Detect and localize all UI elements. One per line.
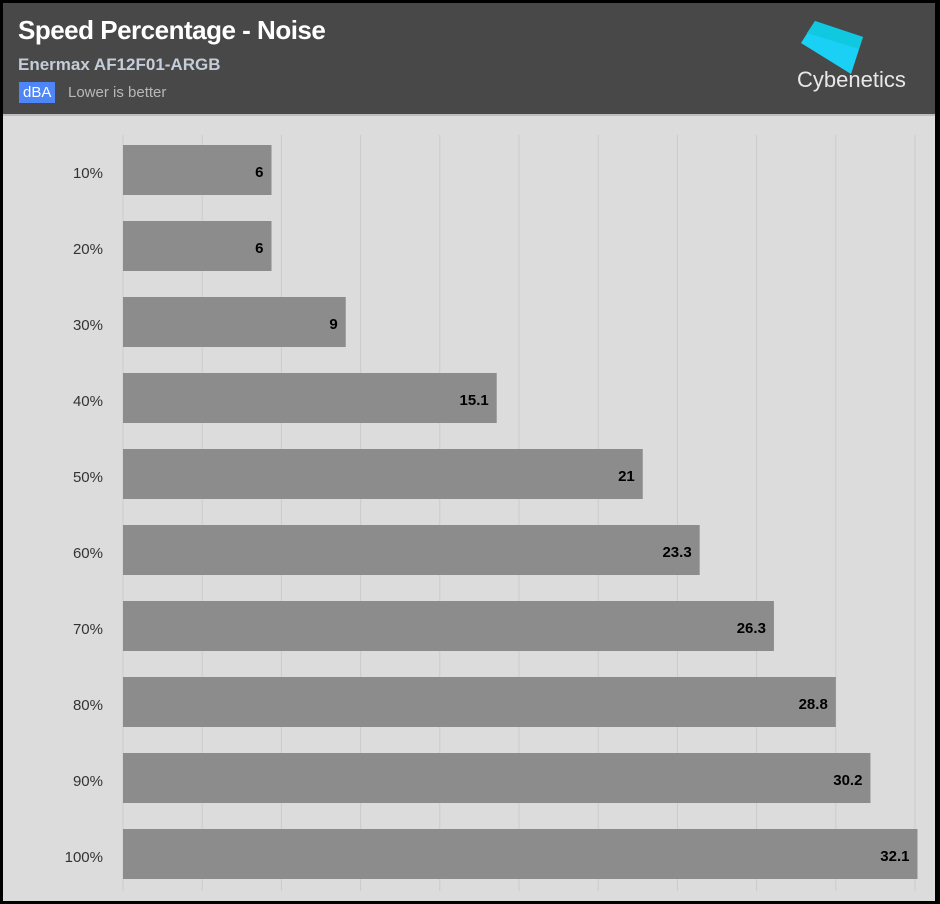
category-label: 10%: [73, 165, 103, 182]
bar: [123, 753, 871, 803]
data-label: 32.1: [880, 848, 909, 865]
category-label: 90%: [73, 773, 103, 790]
category-label: 40%: [73, 393, 103, 410]
chart-title: Speed Percentage - Noise: [18, 15, 326, 45]
bar: [123, 829, 918, 879]
bar-chart: 10% 6 20% 6 30% 9 40% 15.1 50% 21 60% 23.3 70% 26.3 80…: [65, 135, 918, 891]
data-label: 30.2: [833, 772, 862, 789]
category-label: 60%: [73, 545, 103, 562]
chart-header: Speed Percentage - Noise Enermax AF12F01…: [3, 3, 935, 116]
bar: [123, 373, 497, 423]
category-label: 30%: [73, 317, 103, 334]
category-label: 50%: [73, 469, 103, 486]
bar: [123, 677, 836, 727]
category-label: 100%: [65, 849, 103, 866]
chart-subtitle: Enermax AF12F01-ARGB: [18, 55, 221, 74]
category-label: 70%: [73, 621, 103, 638]
category-label: 20%: [73, 241, 103, 258]
bar: [123, 297, 346, 347]
data-label: 26.3: [737, 620, 766, 637]
bar: [123, 601, 774, 651]
bar: [123, 221, 272, 271]
chart-frame: Speed Percentage - Noise Enermax AF12F01…: [3, 3, 935, 901]
data-label: 6: [255, 164, 263, 181]
unit-badge: dBA: [19, 82, 56, 103]
lower-is-better-note: Lower is better: [68, 84, 167, 101]
category-label: 80%: [73, 697, 103, 714]
data-label: 6: [255, 240, 263, 257]
bar: [123, 449, 643, 499]
bar: [123, 145, 272, 195]
data-label: 28.8: [799, 696, 828, 713]
data-label: 9: [329, 316, 337, 333]
bar: [123, 525, 700, 575]
cybenetics-logo-icon: [801, 21, 863, 74]
logo-text: Cybenetics: [797, 67, 906, 92]
data-label: 15.1: [460, 392, 489, 409]
data-label: 23.3: [662, 544, 691, 561]
data-label: 21: [618, 468, 635, 485]
